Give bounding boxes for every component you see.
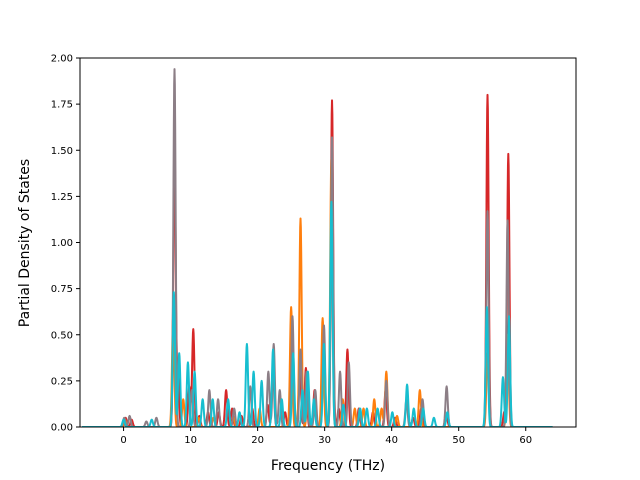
x-tick-label: 0: [120, 435, 126, 446]
y-tick-label: 0.75: [51, 284, 73, 295]
plot-background: [80, 58, 576, 427]
y-tick-label: 1.00: [51, 238, 73, 249]
x-tick-label: 60: [519, 435, 532, 446]
x-tick-label: 10: [184, 435, 197, 446]
x-tick-label: 50: [452, 435, 465, 446]
y-tick-label: 0.50: [51, 330, 73, 341]
y-tick-label: 1.50: [51, 146, 73, 157]
y-tick-label: 0.00: [51, 423, 73, 434]
y-axis: 0.00 0.25 0.50 0.75 1.00 1.25 1.50 1.75 2.00: [51, 54, 80, 434]
x-tick-label: 30: [318, 435, 331, 446]
x-tick-label: 20: [251, 435, 264, 446]
y-tick-label: 2.00: [51, 54, 73, 65]
y-tick-label: 0.25: [51, 376, 73, 387]
y-tick-label: 1.25: [51, 192, 73, 203]
x-tick-label: 40: [385, 435, 398, 446]
y-axis-label: Partial Density of States: [17, 159, 33, 327]
x-axis-label: Frequency (THz): [271, 458, 385, 474]
x-axis: 0 10 20 30 40 50 60: [120, 427, 532, 446]
y-tick-label: 1.75: [51, 100, 73, 111]
plot-area: [80, 58, 576, 427]
